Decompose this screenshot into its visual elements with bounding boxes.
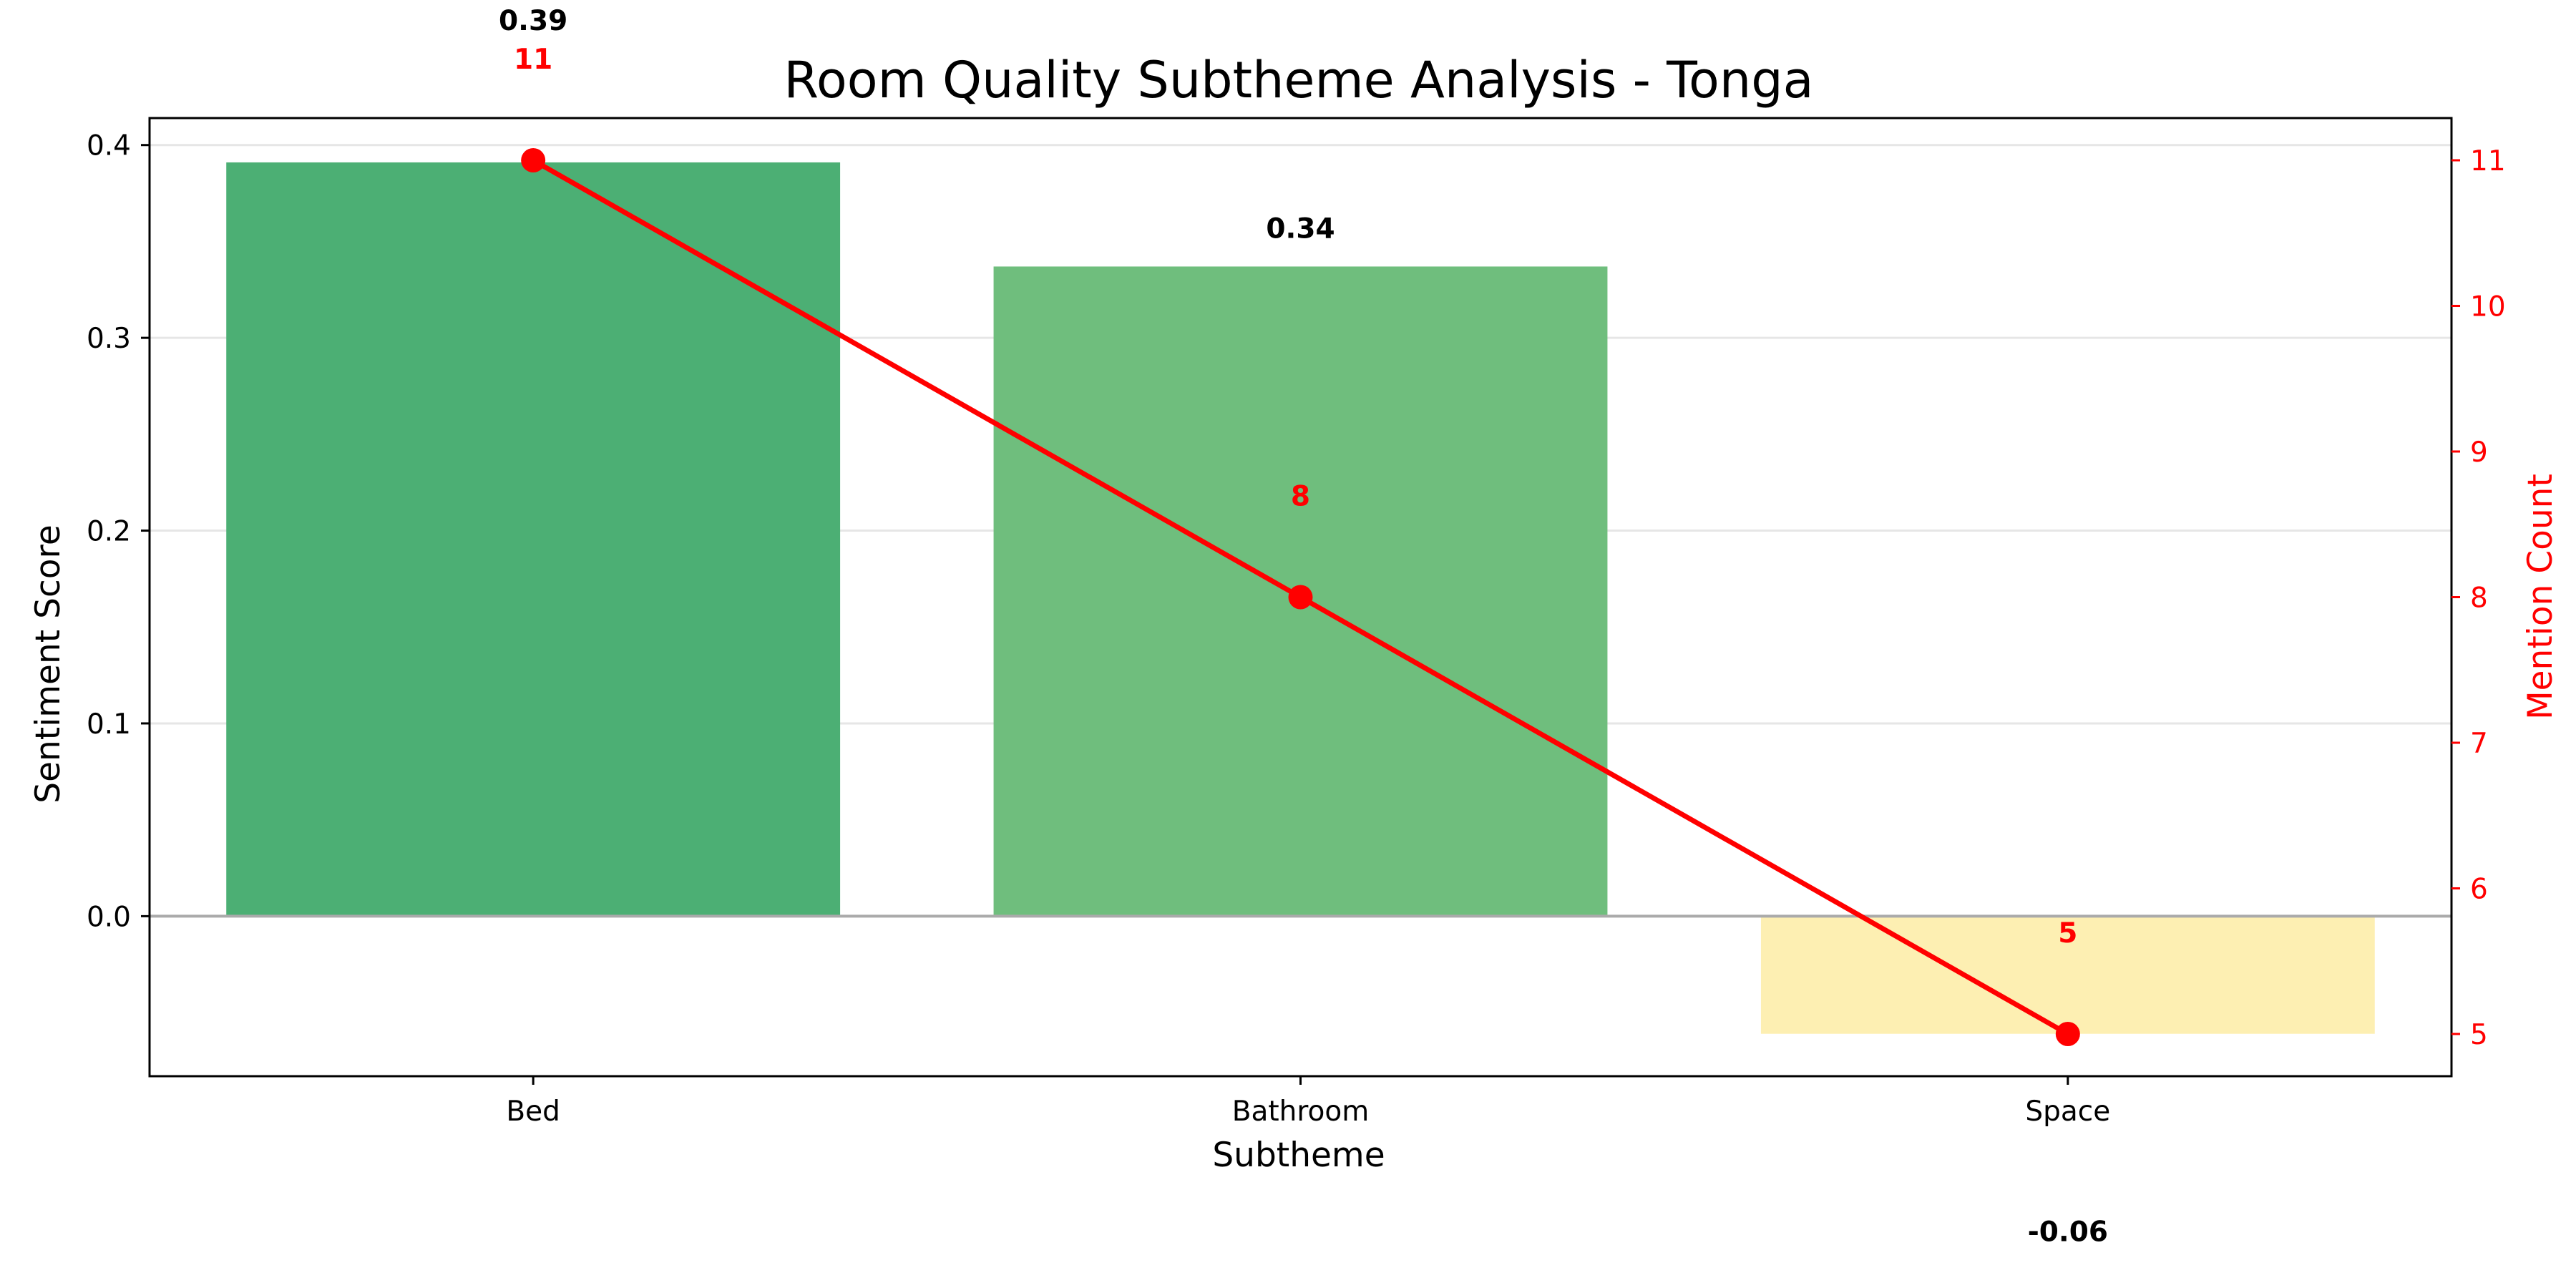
x-axis-ticks: Bed Bathroom Space (506, 1076, 2110, 1128)
mention-count-point (2055, 1021, 2080, 1046)
y2-tick-label: 5 (2470, 1019, 2488, 1051)
x-tick-label: Bed (506, 1096, 560, 1128)
y2-tick-label: 11 (2470, 145, 2506, 177)
x-tick-label: Bathroom (1232, 1096, 1370, 1128)
mention-count-point (521, 148, 546, 173)
y2-tick-label: 9 (2470, 436, 2488, 469)
y-axis-label: Sentiment Score (29, 525, 68, 804)
x-tick-label: Space (2025, 1096, 2110, 1128)
mention-count-point (1288, 585, 1313, 610)
y-tick-label: 0.1 (87, 708, 131, 741)
y2-tick-label: 7 (2470, 728, 2488, 760)
x-axis-label: Subtheme (1212, 1136, 1385, 1175)
bar-space (1760, 916, 2375, 1034)
bar-bed (226, 162, 841, 917)
y2-tick-label: 6 (2470, 873, 2488, 905)
y-axis-ticks: 0.0 0.1 0.2 0.3 0.4 (87, 130, 150, 933)
y2-axis-label: Mention Count (2521, 474, 2560, 720)
bar-value-label: 0.34 (1266, 213, 1335, 245)
chart-title: Room Quality Subtheme Analysis - Tonga (784, 51, 1813, 109)
y2-axis-ticks: 5 6 7 8 9 10 11 (2451, 145, 2506, 1051)
y-tick-label: 0.0 (87, 901, 131, 933)
mention-count-label: 5 (2058, 917, 2077, 950)
y2-tick-label: 8 (2470, 582, 2488, 615)
y-tick-label: 0.2 (87, 516, 131, 548)
mention-count-label: 8 (1291, 481, 1310, 513)
y-tick-label: 0.4 (87, 130, 131, 162)
y2-tick-label: 10 (2470, 291, 2506, 323)
bar-value-label: -0.06 (2028, 1216, 2108, 1249)
bar-value-label: 0.39 (499, 5, 567, 37)
y-tick-label: 0.3 (87, 323, 131, 355)
data-labels: 0.39 0.34 -0.06 11 8 5 (499, 5, 2108, 1249)
mention-count-line (521, 148, 2080, 1046)
mention-count-label: 11 (514, 44, 552, 76)
